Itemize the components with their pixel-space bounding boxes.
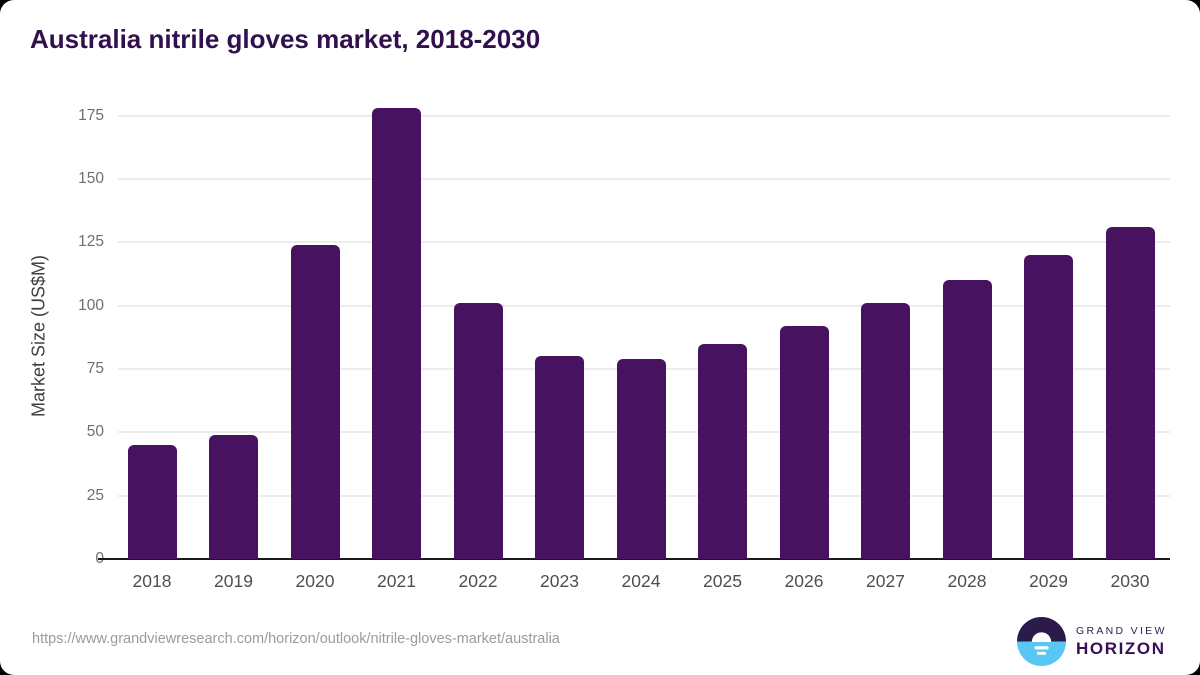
x-tick-label-2023: 2023 <box>540 571 579 591</box>
x-tick-label-2021: 2021 <box>377 571 416 591</box>
x-tick-label-2028: 2028 <box>947 571 987 591</box>
x-axis-line <box>98 558 1170 560</box>
bar-2028[interactable] <box>942 280 992 559</box>
gridline-150 <box>118 177 1170 180</box>
bar-2027[interactable] <box>861 303 910 559</box>
y-tick-label-50: 50 <box>86 423 104 441</box>
x-tick-label-2019: 2019 <box>214 571 253 591</box>
bar-2030[interactable] <box>1105 227 1155 559</box>
x-tick-label-2026: 2026 <box>784 571 824 591</box>
logo-text: GRAND VIEW HORIZON <box>1076 625 1167 659</box>
y-tick-label-100: 100 <box>78 296 104 314</box>
bar-2021[interactable] <box>372 107 421 559</box>
x-tick-label-2030: 2030 <box>1110 571 1150 591</box>
y-tick-label-25: 25 <box>86 486 104 504</box>
x-tick-label-2025: 2025 <box>703 571 742 591</box>
bar-2018[interactable] <box>127 444 177 559</box>
x-tick-label-2029: 2029 <box>1029 571 1068 591</box>
bar-2022[interactable] <box>453 303 503 559</box>
bar-2026[interactable] <box>779 325 829 559</box>
x-tick-label-2020: 2020 <box>295 571 335 591</box>
x-tick-label-2027: 2027 <box>866 571 905 591</box>
x-tick-label-2024: 2024 <box>621 571 661 591</box>
y-tick-label-0: 0 <box>44 550 104 568</box>
bar-2025[interactable] <box>698 343 747 559</box>
x-tick-label-2022: 2022 <box>458 571 498 591</box>
source-url[interactable]: https://www.grandviewresearch.com/horizo… <box>32 631 560 647</box>
bar-2029[interactable] <box>1024 254 1073 559</box>
gridline-175 <box>118 114 1170 117</box>
chart-title: Australia nitrile gloves market, 2018-20… <box>30 24 541 54</box>
y-tick-label-150: 150 <box>78 169 104 187</box>
bar-2023[interactable] <box>535 356 584 559</box>
bar-2019[interactable] <box>209 434 258 559</box>
logo-brand-top: GRAND VIEW <box>1076 624 1167 637</box>
sunrise-horizon-circle-icon <box>1017 617 1066 666</box>
bar-2020[interactable] <box>290 244 340 559</box>
bar-2024[interactable] <box>616 358 666 559</box>
y-tick-label-75: 75 <box>86 359 104 377</box>
gridline-125 <box>118 241 1170 244</box>
y-tick-label-125: 125 <box>78 233 104 251</box>
y-tick-label-175: 175 <box>78 106 104 124</box>
logo-brand-bottom: HORIZON <box>1076 638 1166 658</box>
grand-view-horizon-logo: GRAND VIEW HORIZON <box>1017 617 1167 666</box>
gridline-100 <box>118 304 1170 307</box>
x-tick-label-2018: 2018 <box>132 571 172 591</box>
